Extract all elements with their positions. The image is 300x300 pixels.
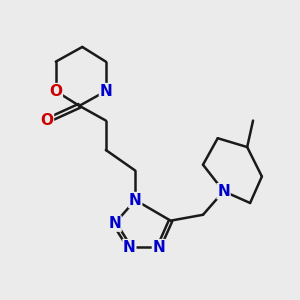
Text: O: O — [40, 113, 53, 128]
Text: N: N — [152, 240, 165, 255]
Text: N: N — [129, 193, 142, 208]
Text: N: N — [217, 184, 230, 199]
Text: O: O — [49, 84, 62, 99]
Text: N: N — [123, 240, 136, 255]
Text: N: N — [108, 216, 121, 231]
Text: N: N — [100, 84, 112, 99]
